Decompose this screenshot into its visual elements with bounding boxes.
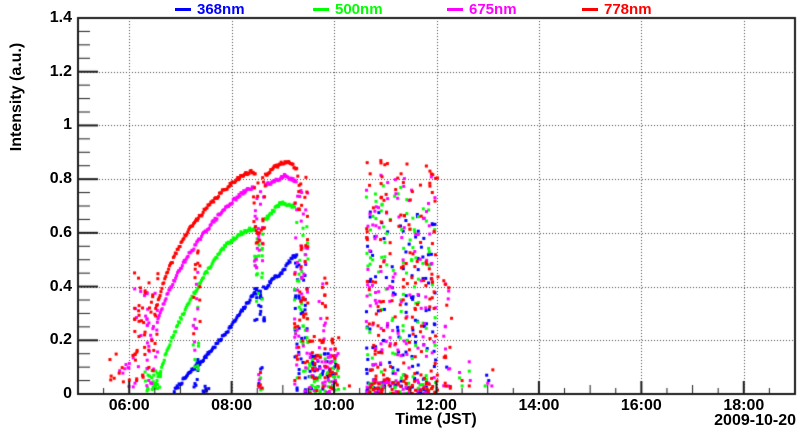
y-tick-label-1.4: 1.4 [49,9,72,26]
x-tick-label-08:00: 08:00 [211,397,253,414]
legend-dash-icon [447,8,463,11]
legend-dash-icon [313,8,329,11]
y-tick-label-0.6: 0.6 [49,223,72,241]
legend-label: 675nm [469,1,517,18]
legend-dash-icon [582,8,598,11]
x-tick-label-06:00: 06:00 [108,397,150,414]
legend: 368nm 500nm 675nm 778nm [0,0,800,18]
y-tick-label-0: 0 [63,385,72,402]
legend-dash-icon [175,8,191,11]
legend-entry-675nm: 675nm [447,1,517,18]
legend-entry-778nm: 778nm [582,1,652,18]
x-axis-title: Time (JST) [395,411,477,428]
legend-label: 778nm [604,1,652,18]
y-tick-label-1: 1 [63,116,72,134]
x-tick-label-12:00: 12:00 [416,397,457,414]
x-tick-label-16:00: 16:00 [620,397,662,414]
y-tick-label-0.2: 0.2 [49,331,72,349]
x-tick-label-14:00: 14:00 [518,397,560,414]
date-label: 2009-10-20 [714,412,796,429]
x-tick-label-10:00: 10:00 [313,397,355,414]
legend-label: 500nm [335,1,383,18]
legend-entry-368nm: 368nm [175,1,245,18]
y-axis-title: Intensity (a.u.) [8,42,25,152]
x-tick-label-18:00: 18:00 [723,397,765,414]
legend-entry-500nm: 500nm [313,1,383,18]
y-tick-label-1.2: 1.2 [49,62,72,80]
legend-label: 368nm [197,1,245,18]
y-tick-label-0.8: 0.8 [49,170,72,188]
y-tick-label-0.4: 0.4 [49,277,72,295]
